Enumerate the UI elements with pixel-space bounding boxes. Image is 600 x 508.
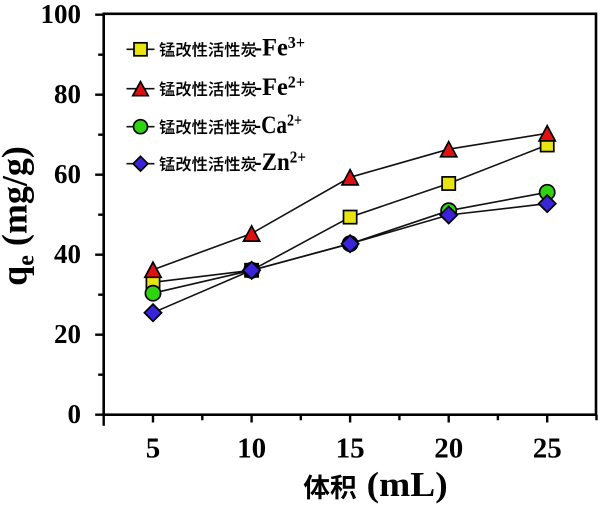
svg-text:40: 40 bbox=[54, 239, 81, 269]
svg-text:5: 5 bbox=[146, 433, 161, 465]
svg-text:60: 60 bbox=[54, 159, 81, 189]
svg-text:80: 80 bbox=[54, 79, 81, 109]
svg-text:20: 20 bbox=[434, 433, 463, 465]
svg-text:20: 20 bbox=[54, 319, 81, 349]
svg-text:10: 10 bbox=[237, 433, 266, 465]
svg-text:-Zn2+: -Zn2+ bbox=[254, 148, 306, 176]
svg-text:25: 25 bbox=[533, 433, 562, 465]
svg-text:0: 0 bbox=[68, 399, 82, 429]
svg-text:100: 100 bbox=[41, 0, 82, 29]
svg-text:15: 15 bbox=[336, 433, 365, 465]
svg-text:(mL): (mL) bbox=[367, 465, 448, 504]
